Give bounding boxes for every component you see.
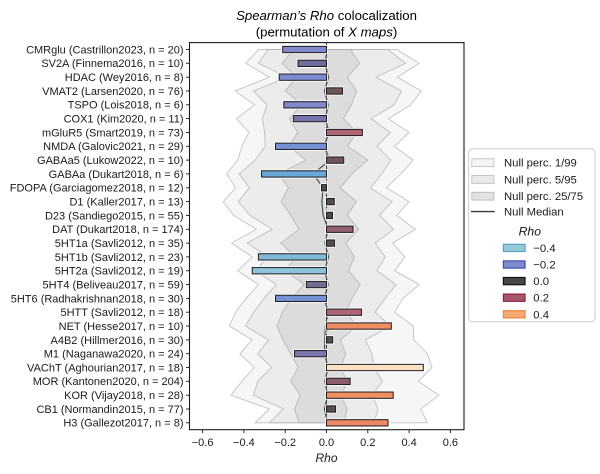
svg-text:0.4: 0.4	[401, 437, 416, 449]
svg-text:Null Median: Null Median	[504, 207, 564, 219]
svg-text:CMRglu (Castrillon2023, n = 20: CMRglu (Castrillon2023, n = 20)	[26, 44, 183, 56]
svg-text:TSPO (Lois2018, n = 6): TSPO (Lois2018, n = 6)	[68, 100, 184, 112]
svg-text:SV2A (Finnema2016, n = 10): SV2A (Finnema2016, n = 10)	[41, 58, 183, 70]
svg-text:GABAa5 (Lukow2022, n = 10): GABAa5 (Lukow2022, n = 10)	[37, 155, 183, 167]
svg-text:D1 (Kaller2017, n = 13): D1 (Kaller2017, n = 13)	[69, 197, 183, 209]
svg-text:−0.2: −0.2	[274, 437, 296, 449]
svg-text:5HT6 (Radhakrishnan2018, n = 3: 5HT6 (Radhakrishnan2018, n = 30)	[11, 293, 184, 305]
svg-text:Spearman’s Rho colocalization: Spearman’s Rho colocalization	[236, 8, 417, 23]
svg-text:H3 (Gallezot2017, n = 8): H3 (Gallezot2017, n = 8)	[63, 418, 183, 430]
svg-text:VMAT2 (Larsen2020, n = 76): VMAT2 (Larsen2020, n = 76)	[42, 86, 183, 98]
svg-text:Rho: Rho	[519, 224, 542, 238]
svg-text:Rho: Rho	[315, 451, 337, 465]
svg-text:−0.6: −0.6	[192, 437, 214, 449]
svg-text:Null perc. 5/95: Null perc. 5/95	[504, 174, 577, 186]
svg-text:KOR (Vijay2018, n = 28): KOR (Vijay2018, n = 28)	[64, 390, 183, 402]
svg-text:Null perc. 1/99: Null perc. 1/99	[504, 158, 577, 170]
svg-text:−0.2: −0.2	[533, 260, 555, 272]
svg-text:5HT1b (Savli2012, n = 23): 5HT1b (Savli2012, n = 23)	[55, 252, 184, 264]
svg-text:NMDA (Galovic2021, n = 29): NMDA (Galovic2021, n = 29)	[43, 141, 183, 153]
svg-text:CB1 (Normandin2015, n = 77): CB1 (Normandin2015, n = 77)	[36, 404, 183, 416]
svg-text:0.0: 0.0	[533, 276, 549, 288]
svg-text:VAChT (Aghourian2017, n = 18): VAChT (Aghourian2017, n = 18)	[27, 362, 183, 374]
svg-text:MOR (Kantonen2020, n = 204): MOR (Kantonen2020, n = 204)	[33, 376, 184, 388]
svg-text:−0.4: −0.4	[533, 243, 555, 255]
svg-text:FDOPA (Garciagomez2018, n = 12: FDOPA (Garciagomez2018, n = 12)	[10, 183, 184, 195]
svg-text:A4B2 (Hillmer2016, n = 30): A4B2 (Hillmer2016, n = 30)	[51, 335, 184, 347]
svg-text:COX1 (Kim2020, n = 11): COX1 (Kim2020, n = 11)	[64, 114, 184, 126]
svg-text:D23 (Sandiego2015, n = 55): D23 (Sandiego2015, n = 55)	[45, 210, 184, 222]
svg-text:M1 (Naganawa2020, n = 24): M1 (Naganawa2020, n = 24)	[44, 349, 184, 361]
svg-text:GABAa (Dukart2018, n = 6): GABAa (Dukart2018, n = 6)	[49, 169, 184, 181]
svg-text:DAT (Dukart2018, n = 174): DAT (Dukart2018, n = 174)	[52, 224, 183, 236]
svg-text:5HT1a (Savli2012, n = 35): 5HT1a (Savli2012, n = 35)	[55, 238, 184, 250]
svg-text:0.2: 0.2	[533, 293, 549, 305]
svg-text:0.0: 0.0	[319, 437, 334, 449]
svg-text:5HT2a (Savli2012, n = 19): 5HT2a (Savli2012, n = 19)	[55, 266, 184, 278]
svg-text:(permutation of X maps): (permutation of X maps)	[256, 25, 397, 40]
svg-text:5HT4 (Beliveau2017, n = 59): 5HT4 (Beliveau2017, n = 59)	[43, 280, 184, 292]
svg-text:0.6: 0.6	[443, 437, 458, 449]
svg-text:−0.4: −0.4	[233, 437, 255, 449]
svg-text:5HTT (Savli2012, n = 18): 5HTT (Savli2012, n = 18)	[61, 307, 184, 319]
svg-text:mGluR5 (Smart2019, n = 73): mGluR5 (Smart2019, n = 73)	[42, 127, 184, 139]
svg-text:0.2: 0.2	[360, 437, 375, 449]
svg-text:HDAC (Wey2016, n = 8): HDAC (Wey2016, n = 8)	[65, 72, 184, 84]
svg-text:0.4: 0.4	[533, 309, 549, 321]
svg-text:Null perc. 25/75: Null perc. 25/75	[504, 191, 583, 203]
svg-text:NET (Hesse2017, n = 10): NET (Hesse2017, n = 10)	[59, 321, 184, 333]
